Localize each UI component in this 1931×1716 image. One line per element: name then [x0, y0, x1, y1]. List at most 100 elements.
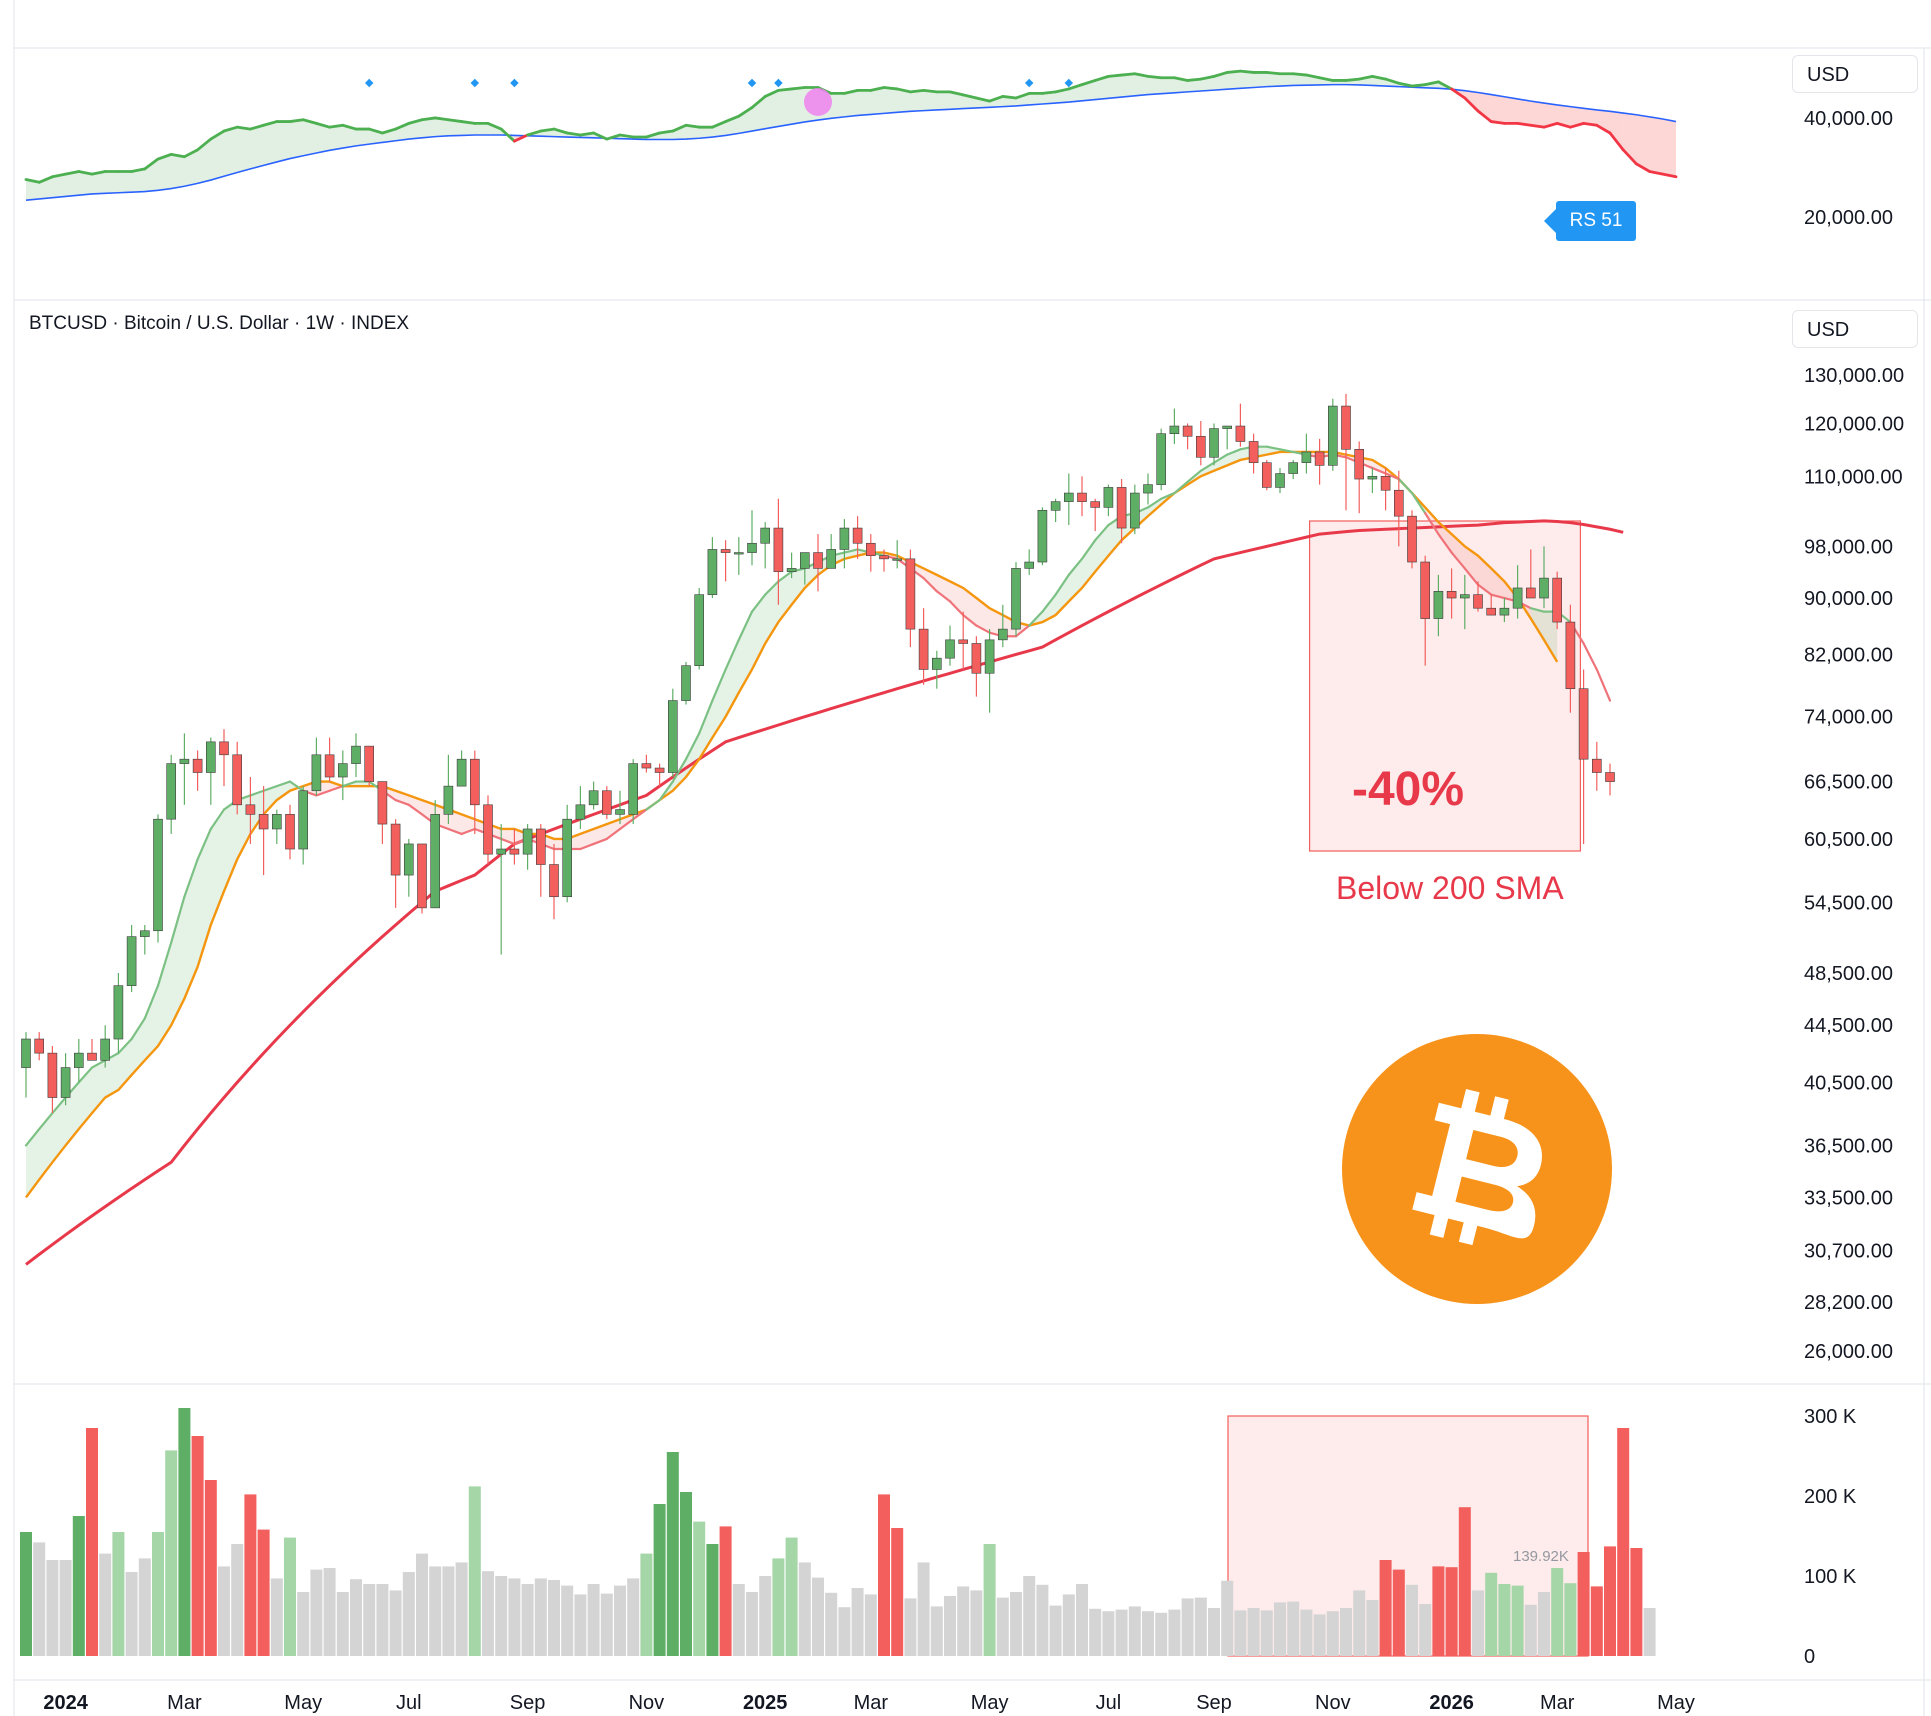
rs-line-segment [394, 122, 411, 131]
rs-line-segment [37, 175, 54, 184]
sma-band-segment [936, 574, 950, 602]
candle-body [417, 843, 427, 909]
candle-body [377, 781, 388, 825]
sma-band-segment [1214, 454, 1228, 471]
sma10-segment [1490, 593, 1506, 600]
rs-fill-segment [329, 125, 343, 151]
time-tick-label: 2025 [743, 1692, 788, 1714]
sma10-segment [698, 699, 714, 735]
volume-bar [1485, 1572, 1498, 1656]
rs-line-segment [671, 123, 688, 133]
sma-band-segment [131, 1018, 145, 1075]
sma-band-segment [1055, 574, 1069, 616]
candle-body [813, 552, 823, 569]
rs-line-segment [763, 89, 780, 98]
sma10-segment [1595, 668, 1612, 702]
rs-fill-segment [989, 96, 1003, 108]
candle-body [192, 758, 203, 773]
rs-fill-segment [1121, 73, 1135, 98]
rs-signal-dot [747, 78, 757, 88]
rs-line-segment [196, 137, 213, 152]
rs-line-segment [1582, 122, 1599, 127]
candle-body [562, 818, 573, 898]
volume-bar [1102, 1611, 1115, 1656]
candle-body [60, 1067, 71, 1098]
rs-fill-segment [1280, 73, 1294, 87]
sma10-segment [275, 780, 292, 788]
volume-bar [719, 1526, 732, 1656]
volume-bar [1076, 1584, 1088, 1656]
volume-bar [1274, 1602, 1286, 1656]
volume-bar [1353, 1590, 1366, 1656]
rs-fill-segment [105, 171, 119, 194]
rs-fill-segment [422, 117, 436, 138]
candle-body [773, 527, 784, 572]
price-currency-button[interactable]: USD [1792, 310, 1918, 348]
volume-bar [508, 1578, 521, 1656]
candle-body [1341, 405, 1351, 450]
volume-bar [429, 1566, 442, 1656]
sma10-segment [130, 1017, 146, 1041]
rs-line-segment [882, 86, 899, 91]
candle-body [1143, 484, 1153, 494]
sma10-segment [975, 624, 991, 634]
price-tick-label: 40,500.00 [1804, 1072, 1893, 1094]
candle-body [1526, 587, 1536, 599]
candle-body [588, 790, 599, 806]
rs-fill-segment [1649, 116, 1663, 175]
sma-band-segment [778, 571, 792, 623]
rs-fill-segment [197, 139, 211, 184]
sma-band-segment [250, 790, 264, 834]
time-tick-label: Nov [1315, 1692, 1351, 1714]
volume-bar [191, 1436, 204, 1656]
sma10-segment [460, 827, 476, 836]
rs-line-segment [209, 129, 226, 141]
sma10-segment [341, 780, 358, 788]
rs-line-segment [1489, 120, 1506, 125]
volume-tick-label: 300 K [1804, 1406, 1857, 1428]
price-tick-label: 110,000.00 [1804, 466, 1903, 488]
rs-line-segment [248, 123, 266, 131]
rs-currency-button[interactable]: USD [1792, 55, 1918, 93]
candle-body [1288, 462, 1298, 474]
rs-line-segment [1357, 74, 1374, 81]
rs-fill-segment [448, 119, 462, 136]
rs-line-segment [1344, 77, 1361, 82]
candle-body [1209, 428, 1219, 458]
rs-fill-segment [712, 121, 726, 138]
rs-fill-segment [936, 91, 950, 110]
rs-fill-segment [184, 149, 198, 187]
rs-fill-segment [1557, 104, 1571, 128]
rs-line-segment [446, 118, 464, 123]
candle-body [945, 639, 955, 659]
rs-fill-segment [118, 171, 132, 193]
price-tick-label: 48,500.00 [1804, 963, 1893, 985]
rs-fill-segment [1596, 109, 1610, 134]
sma-band-segment [765, 581, 779, 644]
candle-body [206, 741, 216, 773]
sma10-segment [38, 1111, 54, 1131]
sma10-segment [170, 895, 186, 944]
sma10-segment [1028, 610, 1044, 627]
volume-bar [1326, 1611, 1339, 1656]
volume-bar [996, 1597, 1009, 1656]
sma10-segment [684, 732, 701, 761]
rs-fill-segment [844, 90, 858, 117]
volume-bar [1511, 1585, 1524, 1656]
volume-bar [376, 1584, 389, 1656]
volume-bar [878, 1494, 890, 1656]
volume-bar [1128, 1606, 1141, 1656]
rs-line-segment [328, 123, 345, 129]
volume-panel [20, 1408, 1656, 1657]
candle-body [641, 763, 652, 769]
rs-fill-segment [92, 171, 106, 194]
rs-line-segment [143, 157, 160, 171]
candle-body [1235, 425, 1246, 442]
sma-band-segment [1042, 594, 1056, 623]
rs-fill-segment [1266, 72, 1280, 87]
candle-body [1077, 492, 1087, 502]
rs-line-segment [1014, 91, 1031, 100]
sma10-segment [249, 789, 265, 797]
rs-fill-segment [857, 90, 871, 116]
rs-signal-dot [1024, 78, 1034, 88]
